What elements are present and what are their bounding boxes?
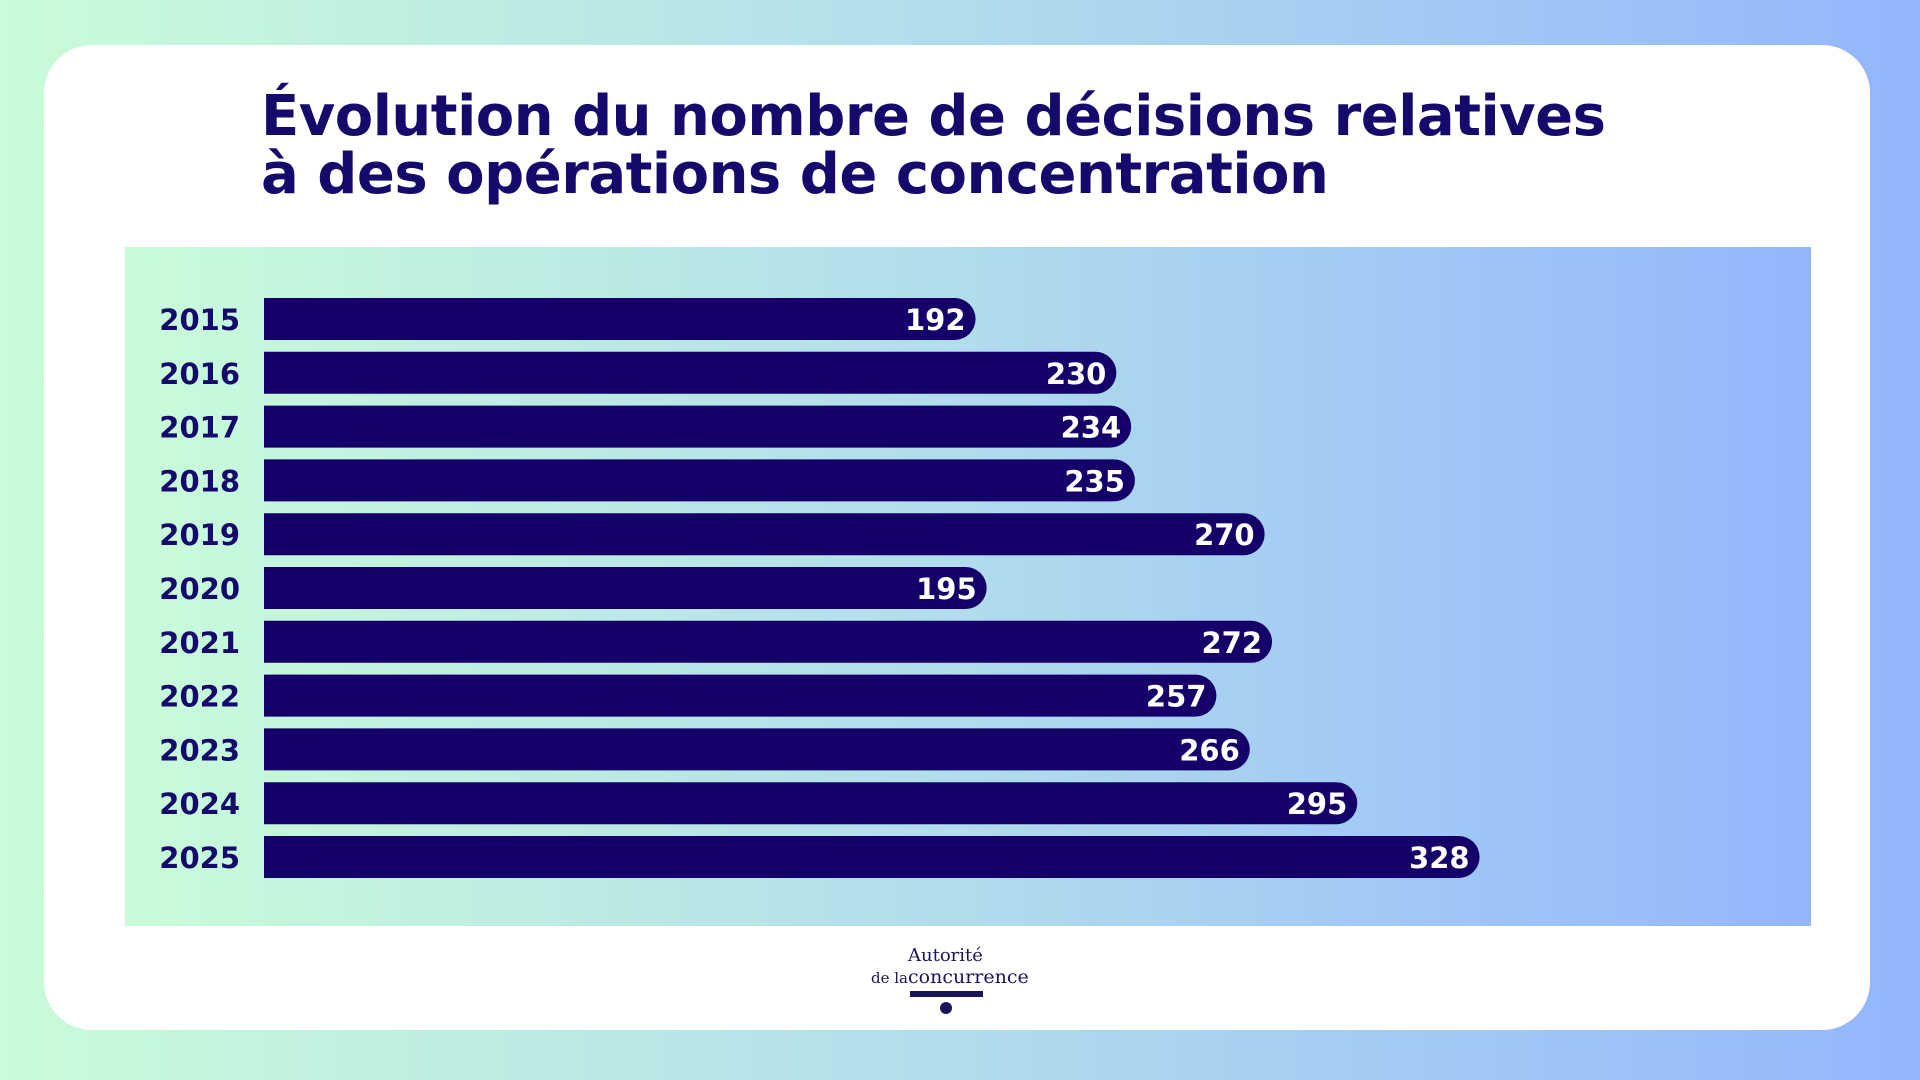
bar-2018 bbox=[264, 459, 1135, 502]
bar-2025 bbox=[264, 836, 1480, 878]
logo-line1: Autorité bbox=[908, 945, 983, 966]
logo-line2a: de la bbox=[871, 969, 908, 987]
category-label: 2023 bbox=[159, 733, 240, 767]
category-label: 2018 bbox=[159, 464, 240, 498]
value-label: 270 bbox=[1194, 518, 1255, 552]
category-label: 2019 bbox=[159, 518, 240, 552]
bar-2015 bbox=[264, 298, 976, 340]
value-label: 328 bbox=[1409, 841, 1470, 875]
category-label: 2016 bbox=[159, 357, 240, 391]
category-label: 2020 bbox=[159, 572, 240, 606]
category-label: 2022 bbox=[159, 680, 240, 714]
value-label: 234 bbox=[1061, 411, 1122, 445]
bar-2024 bbox=[264, 782, 1358, 825]
title-line-2: à des opérations de concentration bbox=[261, 142, 1329, 207]
value-label: 272 bbox=[1201, 626, 1262, 660]
logo-bar bbox=[910, 991, 983, 997]
value-label: 235 bbox=[1064, 464, 1125, 498]
bar-2022 bbox=[264, 674, 1217, 717]
category-label: 2021 bbox=[159, 626, 240, 660]
bar-2020 bbox=[264, 567, 987, 609]
value-label: 230 bbox=[1046, 357, 1107, 391]
bar-2016 bbox=[264, 351, 1117, 394]
value-label: 295 bbox=[1287, 787, 1348, 821]
value-label: 266 bbox=[1179, 733, 1240, 767]
value-label: 195 bbox=[916, 572, 977, 606]
title-line-1: Évolution du nombre de décisions relativ… bbox=[261, 84, 1606, 149]
category-label: 2015 bbox=[159, 303, 240, 337]
chart-title: Évolution du nombre de décisions relativ… bbox=[261, 88, 1606, 204]
value-label: 192 bbox=[905, 303, 966, 337]
bar-2021 bbox=[264, 620, 1273, 663]
bar-2017 bbox=[264, 405, 1132, 448]
bar-2019 bbox=[264, 513, 1265, 556]
value-label: 257 bbox=[1146, 680, 1207, 714]
bar-2023 bbox=[264, 728, 1250, 771]
category-label: 2024 bbox=[159, 787, 240, 821]
category-label: 2017 bbox=[159, 411, 240, 445]
category-label: 2025 bbox=[159, 841, 240, 875]
logo-dot bbox=[940, 1002, 952, 1014]
logo-line2b: concurrence bbox=[908, 966, 1029, 988]
logo: Autorité de la concurrence bbox=[860, 945, 1060, 1020]
